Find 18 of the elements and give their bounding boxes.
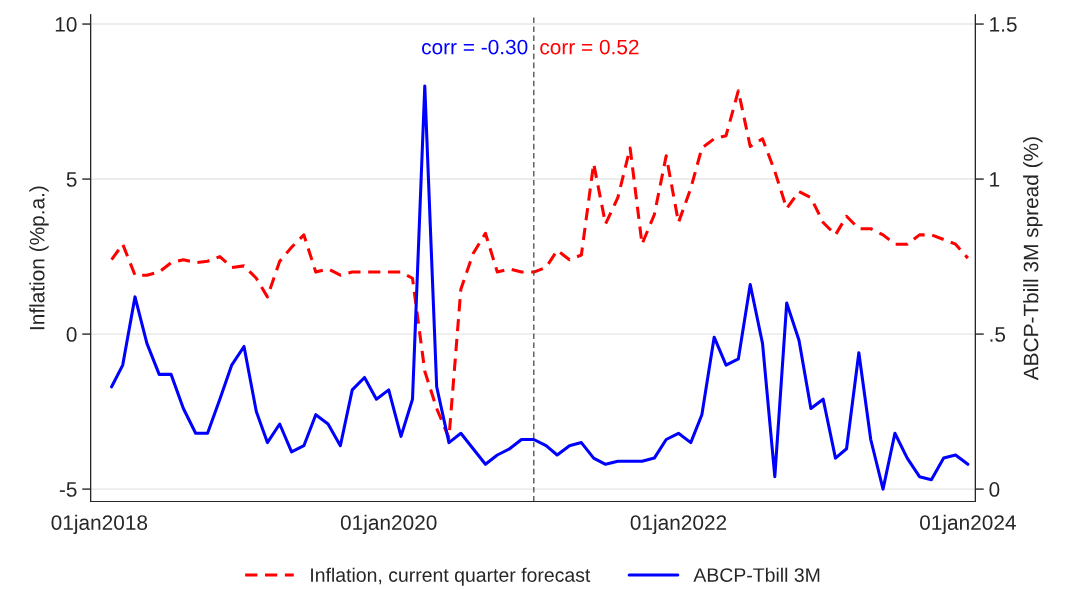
x-tick-label: 01jan2020 — [340, 514, 437, 535]
x-tick-label: 01jan2024 — [920, 514, 1016, 535]
y2-axis-title: ABCP-Tbill 3M spread (%) — [1023, 137, 1043, 381]
y-tick-label: 5 — [66, 172, 77, 187]
y2-tick-label: 1.5 — [990, 17, 1017, 32]
y-tick-label: 10 — [55, 17, 77, 32]
y-tick-label: 0 — [66, 327, 77, 342]
annotation: corr = -0.30 — [422, 39, 528, 55]
y-axis-title: Inflation (%p.a.) — [29, 186, 49, 330]
y2-tick-label: 0 — [989, 482, 1000, 497]
y2-tick-label: .5 — [990, 327, 1006, 342]
annotation: corr = 0.52 — [540, 39, 639, 55]
y2-tick-label: 1 — [990, 172, 1000, 187]
x-tick-label: 01jan2018 — [51, 514, 148, 535]
legend-label: Inflation, current quarter forecast — [311, 567, 591, 586]
x-tick-label: 01jan2022 — [630, 514, 727, 535]
y-tick-label: -5 — [59, 482, 77, 497]
legend-label: ABCP-Tbill 3M — [693, 567, 820, 582]
